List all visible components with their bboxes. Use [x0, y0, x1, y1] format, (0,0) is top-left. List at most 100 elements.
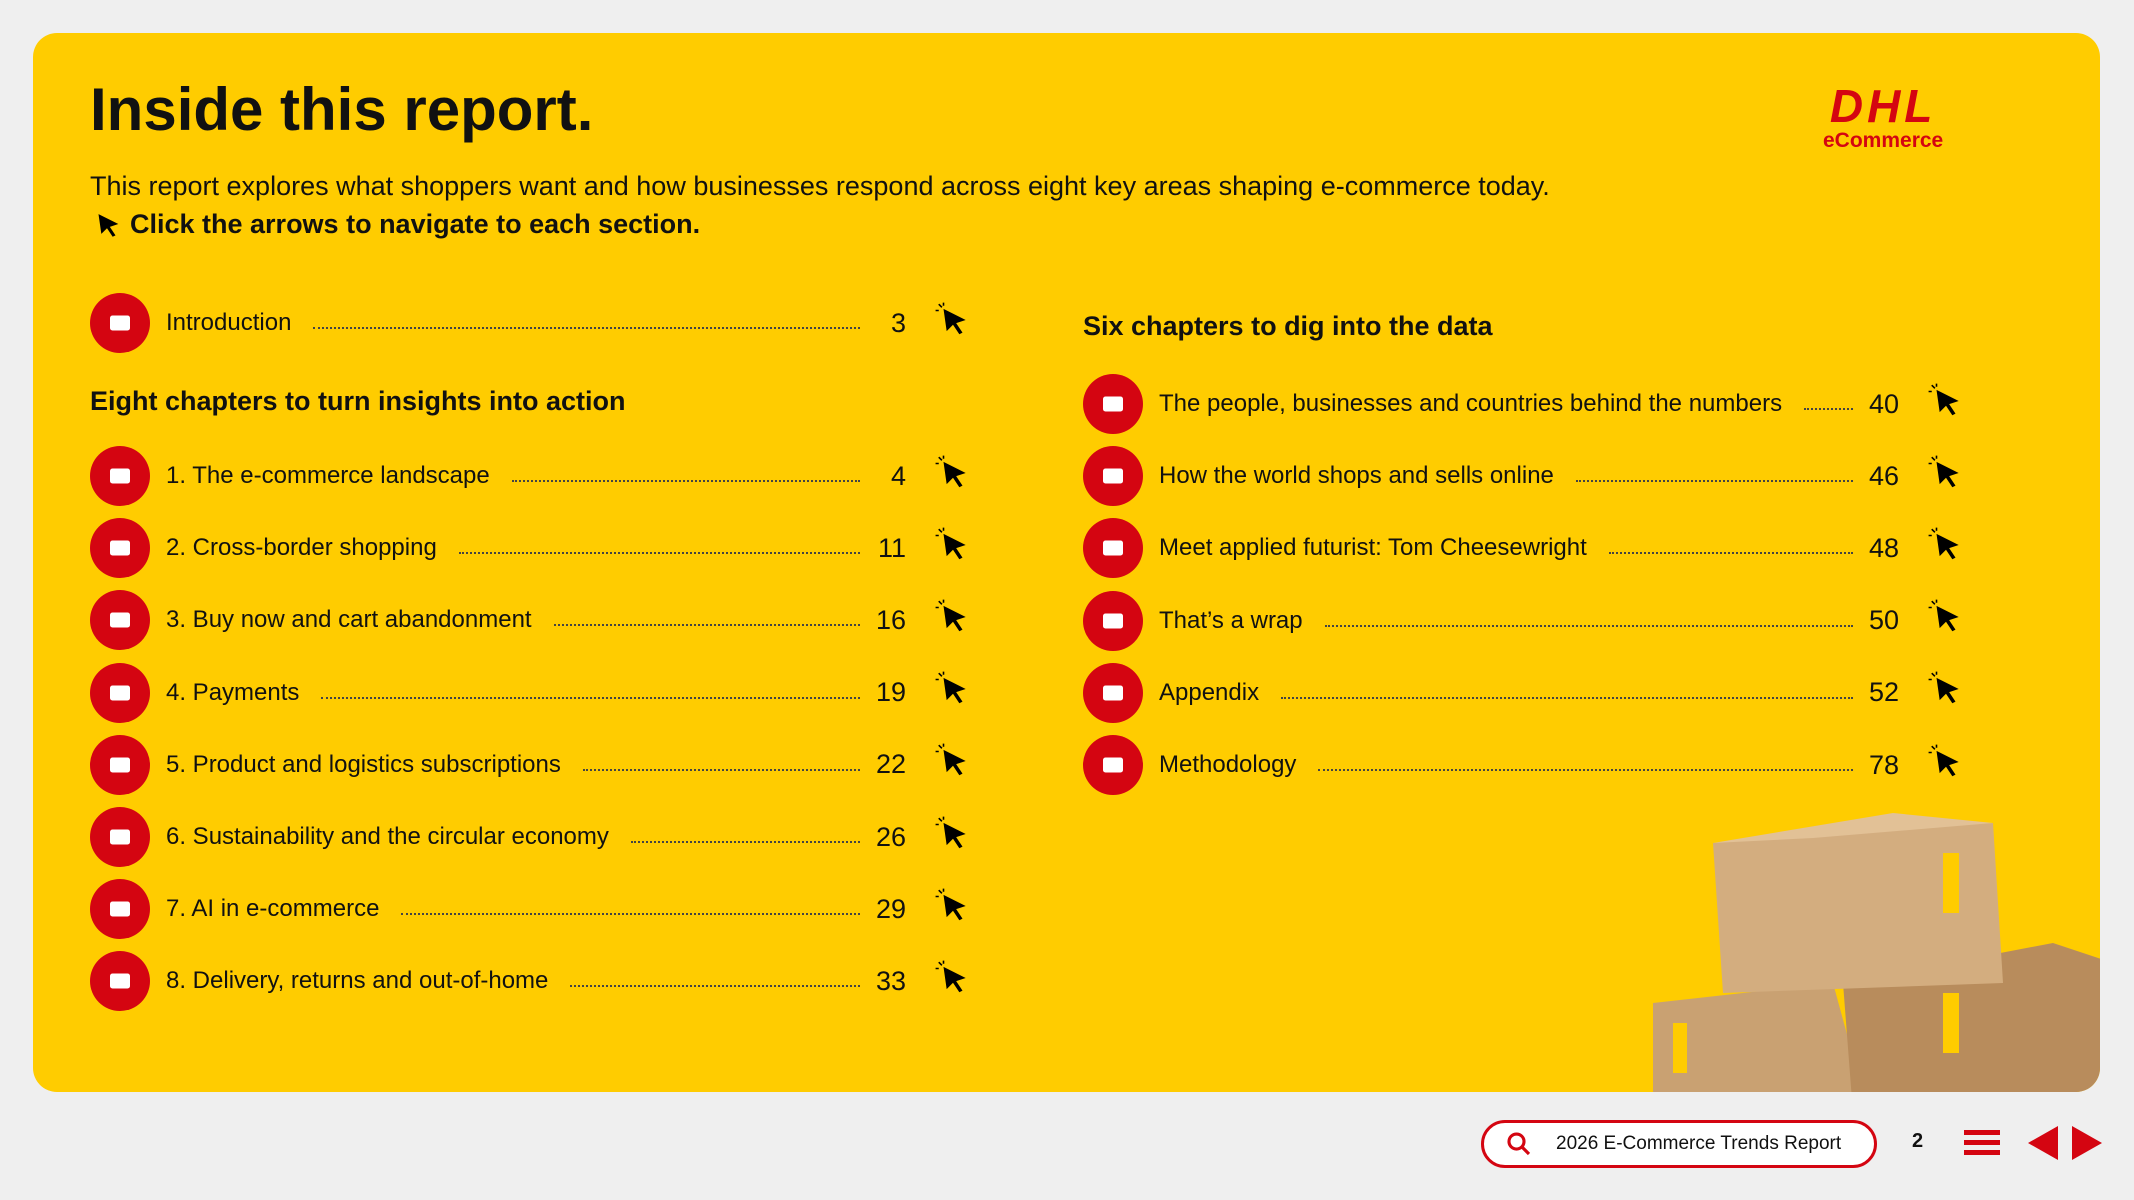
dot-leader	[630, 841, 860, 843]
chapter-page: 26	[875, 821, 906, 852]
title: Inside this report.	[90, 76, 594, 143]
toc-row: 6. Sustainability and the circular econo…	[90, 807, 972, 867]
chapter-icon	[1083, 662, 1143, 723]
chapter-icon	[90, 590, 150, 651]
instruction-text: Click the arrows to navigate to each sec…	[130, 208, 701, 239]
chapter-page: 3	[890, 307, 906, 338]
dot-leader	[511, 480, 860, 482]
navigate-arrow[interactable]	[934, 742, 972, 787]
toc-row: 2. Cross-border shopping 11	[90, 518, 972, 579]
chapter-page: 48	[1868, 532, 1899, 563]
next-button[interactable]	[2072, 1126, 2102, 1160]
cursor-icon	[98, 214, 119, 237]
chapter-label: Meet applied futurist: Tom Cheesewright	[1159, 534, 1587, 562]
chapter-label: 1. The e-commerce landscape	[166, 462, 490, 489]
dot-leader	[1318, 769, 1853, 771]
chapter-icon	[90, 734, 150, 795]
navigate-arrow[interactable]	[934, 454, 972, 499]
chapter-page: 50	[1868, 605, 1899, 636]
chapter-page: 46	[1868, 460, 1899, 491]
chapter-icon	[90, 518, 150, 579]
chapter-icon	[90, 662, 150, 723]
search-box[interactable]: 2026 E-Commerce Trends Report	[1481, 1120, 1877, 1168]
chapter-page: 11	[877, 532, 906, 563]
chapter-icon	[1083, 518, 1143, 579]
right-heading: Six chapters to dig into the data	[1083, 311, 1493, 341]
chapter-icon	[90, 446, 150, 506]
chapter-page: 4	[890, 460, 906, 491]
search-text: 2026 E-Commerce Trends Report	[1556, 1133, 1842, 1154]
dot-leader	[1324, 624, 1853, 627]
dot-leader	[321, 696, 860, 699]
prev-button[interactable]	[2028, 1126, 2058, 1160]
toc-row: 8. Delivery, returns and out-of-home 33	[90, 951, 972, 1012]
chapter-label: Appendix	[1159, 678, 1260, 706]
navigate-arrow[interactable]	[1927, 382, 1965, 427]
page-number: 2	[1912, 1130, 1924, 1152]
menu-button[interactable]	[1964, 1128, 2000, 1158]
chapter-label: That’s a wrap	[1159, 606, 1303, 634]
navigate-arrow[interactable]	[1927, 526, 1965, 571]
dot-leader	[570, 985, 860, 988]
dot-leader	[1804, 408, 1853, 410]
intro-text: This report explores what shoppers want …	[90, 171, 1550, 201]
navigate-arrow[interactable]	[1927, 454, 1965, 499]
instruction: Click the arrows to navigate to each sec…	[90, 207, 700, 241]
chapter-icon	[1083, 374, 1143, 434]
dot-leader	[458, 552, 860, 555]
chapter-page: 22	[875, 749, 906, 780]
chapter-page: 40	[1868, 388, 1899, 419]
chapter-label: 3. Buy now and cart abandonment	[166, 606, 532, 634]
left-heading: Eight chapters to turn insights into act…	[90, 386, 626, 416]
chapter-page: 16	[875, 604, 906, 635]
logo-brand: DHL	[1829, 80, 1937, 132]
navigate-arrow[interactable]	[934, 598, 972, 643]
content-panel: Inside this report. This report explores…	[33, 33, 2100, 1092]
navigate-arrow[interactable]	[934, 670, 972, 715]
navigate-arrow[interactable]	[1927, 743, 1965, 788]
chapter-icon	[90, 879, 150, 940]
dot-leader	[401, 913, 860, 916]
chapter-label: 7. AI in e-commerce	[166, 895, 380, 923]
chapter-label: 5. Product and logistics subscriptions	[166, 750, 561, 778]
navigate-arrow[interactable]	[1927, 670, 1965, 715]
chapter-page: 52	[1868, 677, 1899, 708]
chapter-page: 29	[875, 893, 906, 924]
dot-leader	[313, 327, 860, 329]
dot-leader	[1575, 480, 1853, 483]
toc-row: The people, businesses and countries beh…	[1083, 374, 1965, 434]
toc-row: Appendix 52	[1083, 662, 1965, 723]
logo-sub: eCommerce	[1823, 129, 1944, 152]
chapter-label: Methodology	[1159, 751, 1297, 778]
chapter-page: 78	[1868, 749, 1899, 780]
toc-row: 7. AI in e-commerce 29	[90, 879, 972, 940]
chapter-icon	[1083, 590, 1143, 651]
navigate-arrow[interactable]	[934, 526, 972, 571]
navigate-arrow[interactable]	[934, 301, 972, 346]
boxes-image	[1653, 813, 2100, 1092]
chapter-page: 19	[875, 677, 906, 708]
toc-row: Meet applied futurist: Tom Cheesewright 4…	[1083, 518, 1965, 579]
logo: DHL eCommerce	[1823, 83, 1943, 153]
chapter-label: How the world shops and sells online	[1159, 462, 1554, 490]
toc-row: 3. Buy now and cart abandonment 16	[90, 590, 972, 651]
chapter-label: 2. Cross-border shopping	[166, 534, 437, 562]
toc-row: 1. The e-commerce landscape 4	[90, 446, 972, 506]
chapter-icon	[90, 951, 150, 1012]
toc-row: Introduction 3	[90, 293, 972, 353]
chapter-label: 4. Payments	[166, 678, 300, 706]
chapter-icon	[90, 807, 150, 867]
navigate-arrow[interactable]	[934, 887, 972, 932]
navigate-arrow[interactable]	[934, 959, 972, 1004]
toc-row: How the world shops and sells online 46	[1083, 446, 1965, 507]
navigate-arrow[interactable]	[934, 815, 972, 860]
dot-leader	[553, 624, 860, 627]
chapter-page: 33	[875, 965, 906, 996]
toc-row: Methodology 78	[1083, 735, 1965, 795]
search-icon	[1507, 1132, 1531, 1156]
toc-row: 4. Payments 19	[90, 662, 972, 723]
chapter-label: The people, businesses and countries beh…	[1159, 390, 1783, 417]
navigate-arrow[interactable]	[1927, 598, 1965, 643]
